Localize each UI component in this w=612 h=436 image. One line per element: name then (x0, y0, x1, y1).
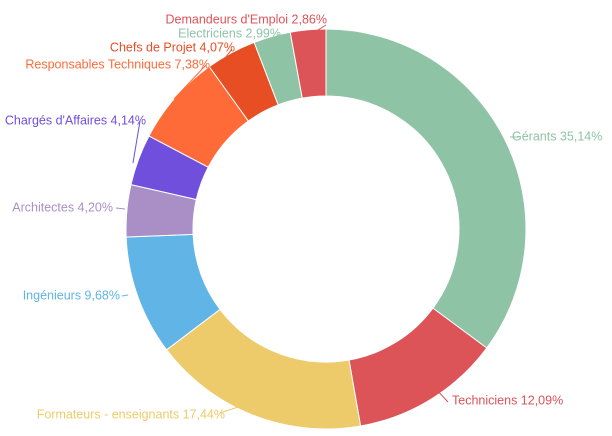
label-techniciens: Techniciens 12,09% (452, 393, 563, 407)
label-charges-d-affaires: Chargés d'Affaires 4,14% (5, 113, 146, 127)
slice-labels: Gérants 35,14% Techniciens 12,09% Formateu… (5, 12, 602, 421)
donut-slices (125, 28, 527, 430)
label-responsables-techniques: Responsables Techniques 7,38% (25, 57, 210, 71)
leader-lines (115, 24, 519, 414)
label-electriciens: Electriciens 2,99% (178, 26, 281, 40)
leader-electriciens (273, 33, 280, 45)
leader-charges-d-affaires (132, 120, 141, 164)
leader-chefs-de-projet (221, 48, 233, 63)
label-demandeurs-d-emploi: Demandeurs d'Emploi 2,86% (166, 12, 328, 26)
label-formateurs-enseignants: Formateurs - enseignants 17,44% (37, 407, 225, 421)
slice-demandeurs-d-emploi (289, 28, 327, 99)
label-architectes: Architectes 4,20% (12, 200, 113, 214)
label-chefs-de-projet: Chefs de Projet 4,07% (110, 40, 235, 54)
slice-gerants (325, 28, 527, 349)
leader-formateurs-enseignants (219, 406, 239, 414)
leader-architectes (115, 207, 126, 210)
label-ingenieurs: Ingénieurs 9,68% (23, 288, 120, 302)
leader-responsables-techniques (173, 64, 207, 100)
leader-ingenieurs (121, 294, 129, 297)
leader-techniciens (434, 387, 449, 403)
leader-demandeurs-d-emploi (304, 24, 327, 39)
label-gerants: Gérants 35,14% (512, 129, 602, 143)
